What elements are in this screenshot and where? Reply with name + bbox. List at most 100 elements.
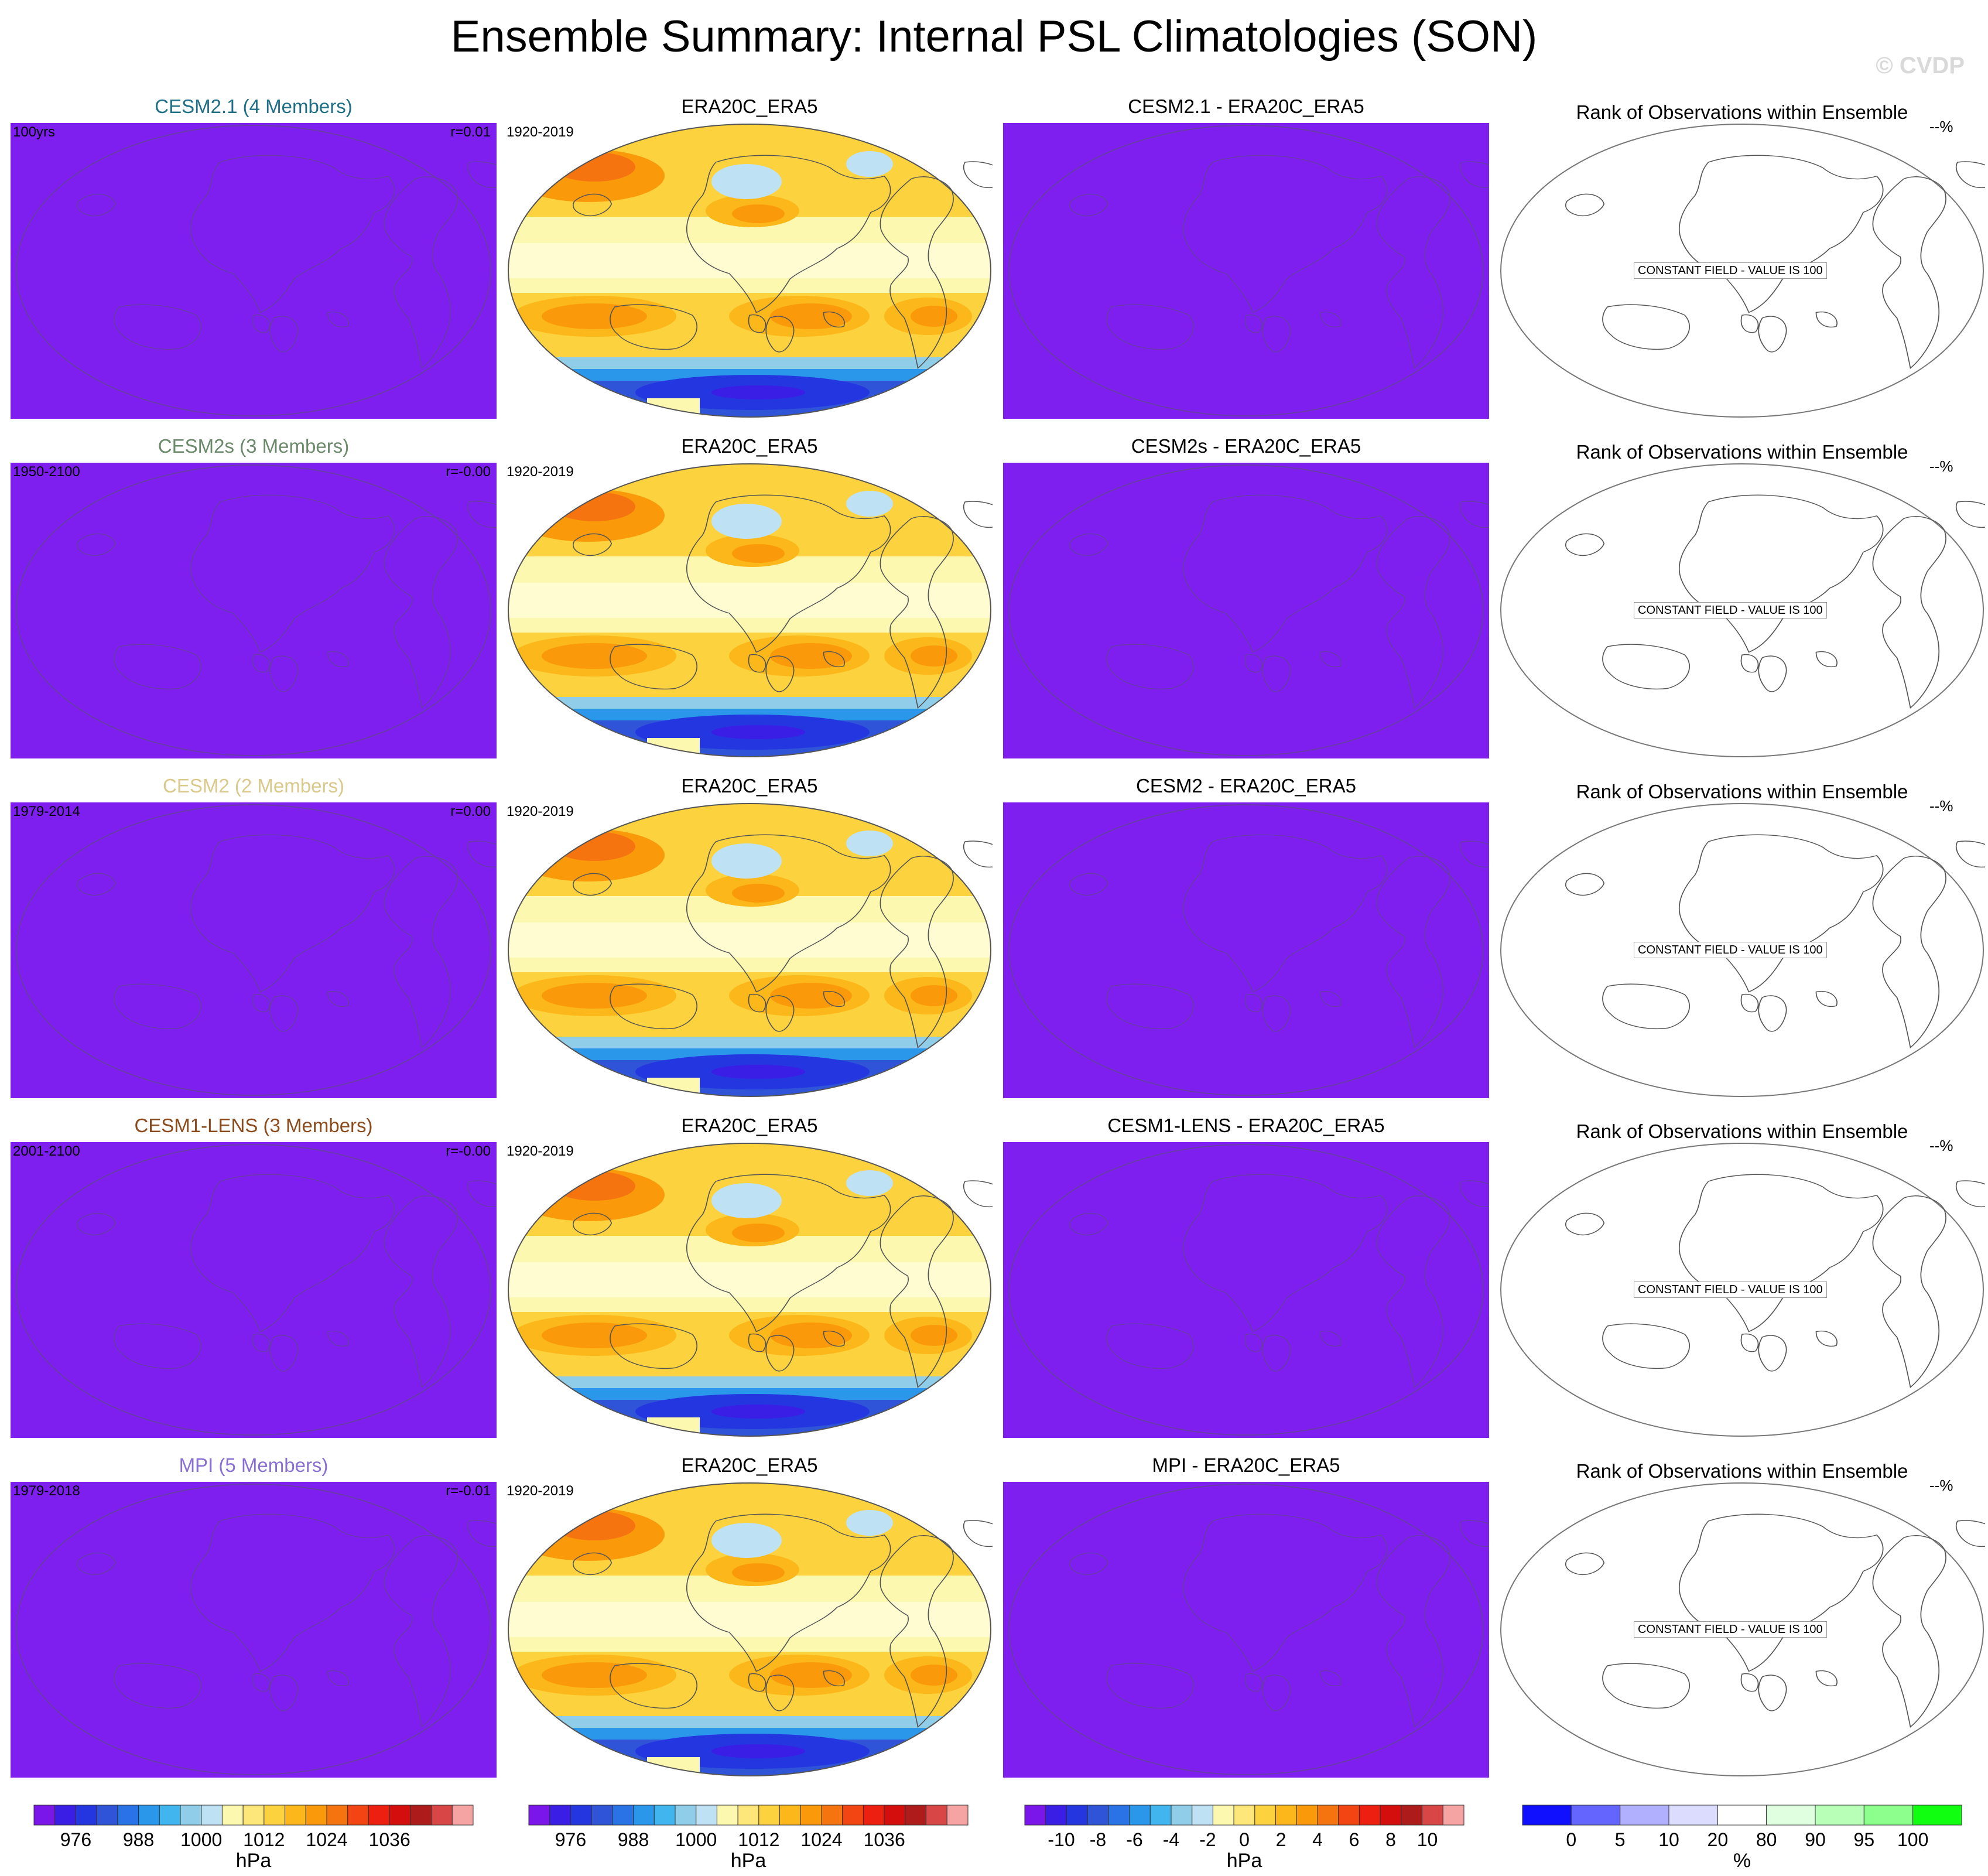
diff-panel-title: CESM2s - ERA20C_ERA5 xyxy=(1131,435,1361,457)
colorbar-unit-label: hPa xyxy=(236,1850,272,1872)
colorbar-swatch xyxy=(221,1805,244,1826)
constant-field-note: CONSTANT FIELD - VALUE IS 100 xyxy=(1634,942,1827,958)
colorbar-swatch xyxy=(1212,1805,1234,1826)
colorbar: 976 988 1000 1012 1024 1036 hPa xyxy=(528,1805,969,1872)
colorbar-swatch xyxy=(54,1805,76,1826)
colorbar-tick-label: 976 xyxy=(60,1829,91,1850)
colorbar-swatch xyxy=(410,1805,432,1826)
pattern-correlation-label: r=-0.01 xyxy=(446,1483,491,1499)
colorbar-tick-label: -4 xyxy=(1163,1829,1179,1850)
colorbar-swatch xyxy=(1442,1805,1465,1826)
colorbar-swatch xyxy=(1668,1805,1718,1826)
constant-field-note: CONSTANT FIELD - VALUE IS 100 xyxy=(1634,262,1827,279)
model-mean-map xyxy=(11,802,497,1098)
colorbar-tick-label: -2 xyxy=(1199,1829,1216,1850)
colorbar-tick-label: 988 xyxy=(618,1829,649,1850)
colorbar-swatch xyxy=(1815,1805,1864,1826)
rank-panel-title: Rank of Observations within Ensemble xyxy=(1576,441,1908,463)
pattern-correlation-label: r=-0.00 xyxy=(446,1143,491,1159)
colorbar-swatch xyxy=(758,1805,781,1826)
colorbar-swatch xyxy=(431,1805,453,1826)
constant-field-note: CONSTANT FIELD - VALUE IS 100 xyxy=(1634,1282,1827,1298)
colorbar-tick-label: 6 xyxy=(1349,1829,1360,1850)
rank-percent-label: --% xyxy=(1929,457,1953,475)
model-years-label: 1950-2100 xyxy=(13,464,80,480)
rank-percent-label: --% xyxy=(1929,118,1953,135)
model-mean-map xyxy=(11,463,497,758)
colorbar-tick-label: 1000 xyxy=(180,1829,222,1850)
obs-years-label: 1920-2019 xyxy=(507,464,574,480)
obs-panel-title: ERA20C_ERA5 xyxy=(681,1454,818,1476)
colorbar-swatch xyxy=(1024,1805,1046,1826)
colorbar-swatch xyxy=(1296,1805,1318,1826)
difference-map xyxy=(1003,1142,1489,1438)
colorbar-swatch xyxy=(612,1805,634,1826)
rank-panel-title: Rank of Observations within Ensemble xyxy=(1576,1120,1908,1142)
colorbar-swatch xyxy=(633,1805,655,1826)
colorbar-swatch xyxy=(779,1805,801,1826)
colorbar-swatch xyxy=(696,1805,717,1826)
colorbar-swatch xyxy=(1863,1805,1914,1826)
colorbar-swatch xyxy=(180,1805,202,1826)
colorbar-swatch xyxy=(1275,1805,1297,1826)
colorbar-tick-label: 1012 xyxy=(738,1829,779,1850)
model-years-label: 100yrs xyxy=(13,124,56,140)
colorbar-swatch xyxy=(675,1805,697,1826)
obs-panel-title: ERA20C_ERA5 xyxy=(681,95,818,117)
colorbar-swatch xyxy=(138,1805,160,1826)
colorbar-swatch xyxy=(1380,1805,1402,1826)
colorbar-tick-label: 10 xyxy=(1417,1829,1438,1850)
model-mean-map xyxy=(11,1482,497,1778)
obs-years-label: 1920-2019 xyxy=(507,804,574,819)
colorbar-swatch xyxy=(1912,1805,1962,1826)
colorbar-swatch xyxy=(1171,1805,1193,1826)
colorbar-swatch xyxy=(33,1805,56,1826)
colorbar-swatch xyxy=(451,1805,474,1826)
colorbar-tick-label: 95 xyxy=(1854,1829,1875,1850)
colorbar-swatch xyxy=(264,1805,286,1826)
diff-panel-title: CESM2.1 - ERA20C_ERA5 xyxy=(1128,95,1364,117)
colorbar-tick-label: 90 xyxy=(1805,1829,1826,1850)
obs-panel-title: ERA20C_ERA5 xyxy=(681,775,818,797)
obs-years-label: 1920-2019 xyxy=(507,1483,574,1499)
model-years-label: 1979-2018 xyxy=(13,1483,80,1499)
colorbar: 0 5 10 20 80 90 95 100% xyxy=(1522,1805,1962,1872)
colorbar-swatch xyxy=(1522,1805,1572,1826)
colorbar-swatch xyxy=(842,1805,864,1826)
obs-psl-map xyxy=(507,463,993,758)
model-years-label: 2001-2100 xyxy=(13,1143,80,1159)
colorbar-tick-label: 1024 xyxy=(306,1829,347,1850)
colorbar-swatch xyxy=(549,1805,571,1826)
colorbar-tick-label: -10 xyxy=(1048,1829,1075,1850)
colorbar-swatch xyxy=(75,1805,97,1826)
colorbar-swatch xyxy=(347,1805,369,1826)
colorbar-tick-label: 1000 xyxy=(675,1829,717,1850)
diff-panel-title: MPI - ERA20C_ERA5 xyxy=(1152,1454,1340,1476)
model-panel-title: CESM1-LENS (3 Members) xyxy=(134,1115,373,1136)
colorbar-tick-label: 10 xyxy=(1658,1829,1679,1850)
colorbar-swatch xyxy=(1108,1805,1130,1826)
rank-percent-label: --% xyxy=(1929,1477,1953,1494)
colorbar-swatch xyxy=(821,1805,843,1826)
colorbar-swatch xyxy=(800,1805,822,1826)
colorbar-swatch xyxy=(285,1805,306,1826)
colorbar-tick-label: 1036 xyxy=(369,1829,410,1850)
colorbar-swatch xyxy=(96,1805,118,1826)
colorbar-swatch xyxy=(1422,1805,1443,1826)
rank-percent-label: --% xyxy=(1929,1137,1953,1154)
colorbar-swatch xyxy=(591,1805,613,1826)
figure-title: Ensemble Summary: Internal PSL Climatolo… xyxy=(450,12,1538,61)
colorbar-swatch xyxy=(884,1805,906,1826)
colorbar-swatch xyxy=(716,1805,738,1826)
model-panel-title: CESM2.1 (4 Members) xyxy=(155,95,353,117)
difference-map xyxy=(1003,1482,1489,1778)
colorbar-swatch xyxy=(1338,1805,1360,1826)
colorbar-tick-label: 20 xyxy=(1708,1829,1729,1850)
colorbar-swatch xyxy=(1254,1805,1277,1826)
obs-years-label: 1920-2019 xyxy=(507,124,574,140)
colorbar-swatch xyxy=(159,1805,181,1826)
colorbar-tick-label: 0 xyxy=(1239,1829,1250,1850)
rank-panel-title: Rank of Observations within Ensemble xyxy=(1576,1460,1908,1482)
colorbar-tick-label: 2 xyxy=(1276,1829,1286,1850)
colorbar-tick-label: -6 xyxy=(1126,1829,1142,1850)
